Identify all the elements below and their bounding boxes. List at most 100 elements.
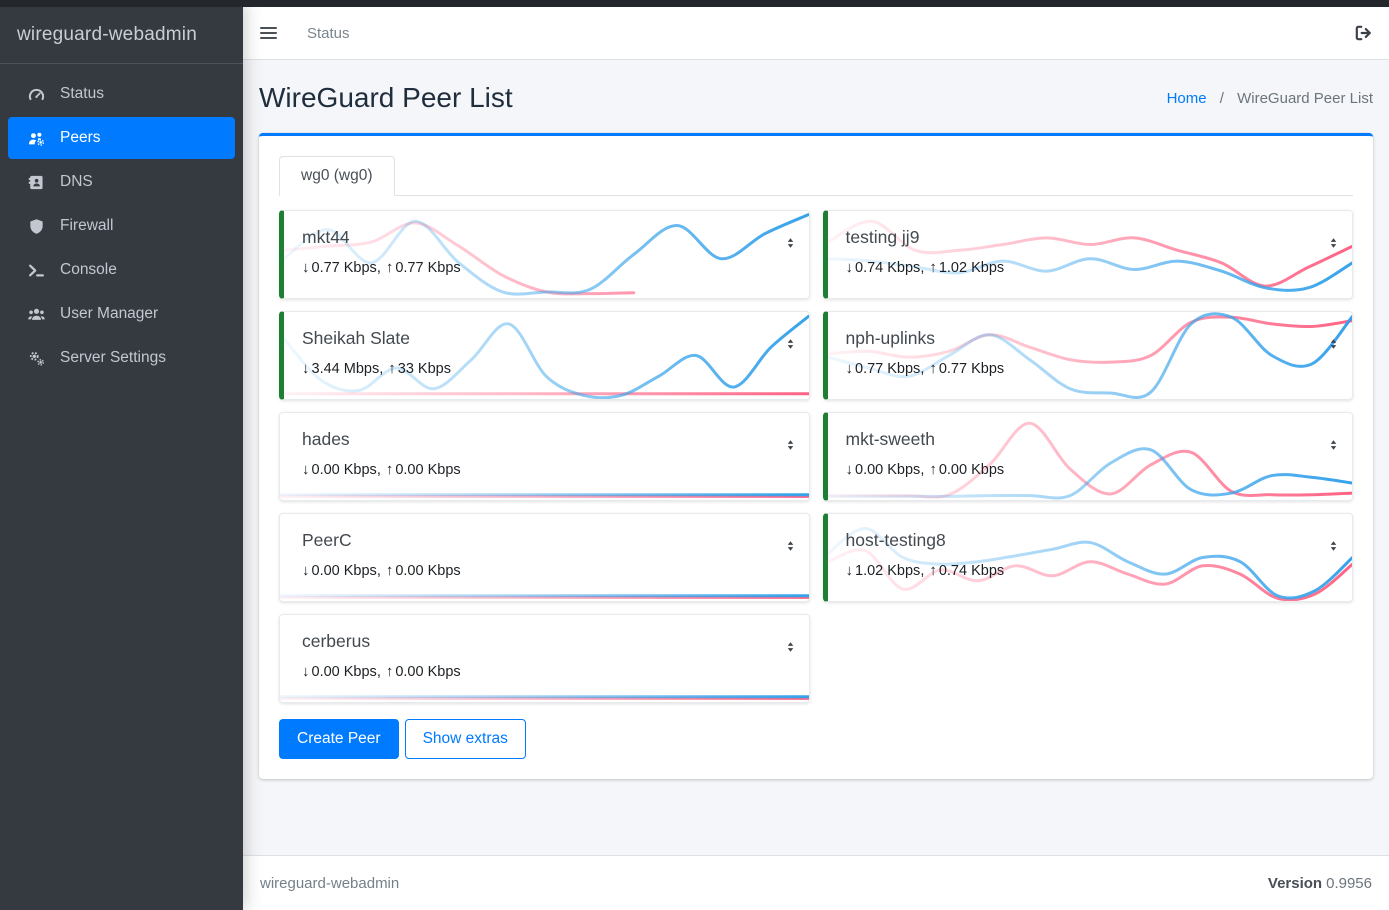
sidebar: wireguard-webadmin Status Peers DNS Fire…: [0, 0, 243, 910]
actions-row: Create Peer Show extras: [279, 719, 1353, 759]
sidebar-menu: Status Peers DNS Firewall Console User M…: [0, 64, 243, 390]
sort-icon[interactable]: [1327, 337, 1340, 351]
upload-arrow-icon: ↑: [929, 360, 937, 377]
main-area: Status WireGuard Peer List Home / WireGu…: [243, 7, 1389, 910]
page-title: WireGuard Peer List: [259, 82, 513, 113]
upload-rate: 0.74 Kbps: [938, 563, 1005, 579]
logout-icon[interactable]: [1354, 24, 1372, 42]
menu-toggle-icon[interactable]: [260, 26, 277, 40]
breadcrumb-home-link[interactable]: Home: [1166, 89, 1207, 107]
sidebar-item-server-settings[interactable]: Server Settings: [8, 337, 235, 379]
sidebar-item-firewall[interactable]: Firewall: [8, 205, 235, 247]
download-rate: 0.74 Kbps: [855, 260, 921, 276]
peer-name: mkt-sweeth: [845, 429, 935, 449]
traffic-sparkline: [828, 514, 1353, 601]
sort-icon[interactable]: [784, 236, 797, 250]
stats-separator: ,: [920, 563, 925, 579]
peer-traffic-stats: ↓ 0.00 Kbps, ↑ 0.00 Kbps: [302, 461, 809, 478]
download-arrow-icon: ↓: [845, 360, 854, 377]
download-arrow-icon: ↓: [302, 360, 310, 377]
upload-arrow-icon: ↑: [929, 259, 937, 276]
peer-card-hades[interactable]: hades ↓ 0.00 Kbps, ↑ 0.00 Kbps: [279, 412, 810, 501]
topbar: Status: [243, 7, 1389, 60]
brand-link[interactable]: wireguard-webadmin: [0, 7, 243, 64]
traffic-sparkline: [280, 514, 809, 601]
peer-card-sheikah-slate[interactable]: Sheikah Slate ↓ 3.44 Mbps, ↑ 33 Kbps: [279, 311, 810, 400]
peer-grid: mkt44 ↓ 0.77 Kbps, ↑ 0.77 Kbps testing jj9 …: [279, 210, 1353, 703]
stats-separator: ,: [376, 563, 381, 579]
peer-name: testing jj9: [845, 227, 920, 247]
upload-arrow-icon: ↑: [385, 461, 394, 478]
show-extras-button[interactable]: Show extras: [404, 719, 526, 759]
sidebar-item-peers[interactable]: Peers: [8, 117, 235, 159]
upload-arrow-icon: ↑: [385, 259, 394, 276]
traffic-sparkline: [280, 615, 809, 702]
sidebar-item-user-manager[interactable]: User Manager: [8, 293, 235, 335]
breadcrumb-separator: /: [1219, 89, 1224, 107]
upload-rate: 0.00 Kbps: [395, 462, 461, 478]
download-rate: 0.00 Kbps: [311, 462, 377, 478]
sort-icon[interactable]: [784, 539, 797, 553]
peer-name: nph-uplinks: [845, 328, 936, 348]
sort-icon[interactable]: [1327, 236, 1340, 250]
stats-separator: ,: [920, 462, 925, 478]
peer-card-mkt44[interactable]: mkt44 ↓ 0.77 Kbps, ↑ 0.77 Kbps: [279, 210, 810, 299]
create-peer-button[interactable]: Create Peer: [279, 719, 399, 759]
sort-icon[interactable]: [1327, 438, 1340, 452]
stats-separator: ,: [376, 462, 381, 478]
traffic-sparkline: [828, 312, 1353, 399]
peer-traffic-stats: ↓ 0.00 Kbps, ↑ 0.00 Kbps: [846, 461, 1353, 478]
peer-card-peerc[interactable]: PeerC ↓ 0.00 Kbps, ↑ 0.00 Kbps: [279, 513, 810, 602]
users-gear-icon: [26, 130, 47, 147]
breadcrumb-current: WireGuard Peer List: [1237, 89, 1373, 107]
tab-wg0[interactable]: wg0 (wg0): [279, 156, 395, 196]
download-rate: 0.00 Kbps: [311, 664, 377, 680]
peer-traffic-stats: ↓ 0.00 Kbps, ↑ 0.00 Kbps: [302, 663, 809, 680]
peer-traffic-stats: ↓ 0.74 Kbps, ↑ 1.02 Kbps: [846, 259, 1353, 276]
sort-icon[interactable]: [784, 438, 797, 452]
peer-traffic-stats: ↓ 0.77 Kbps, ↑ 0.77 Kbps: [846, 360, 1353, 377]
peer-name: cerberus: [302, 631, 371, 651]
upload-rate: 0.77 Kbps: [395, 260, 461, 276]
topbar-status-link[interactable]: Status: [307, 24, 350, 42]
upload-rate: 1.02 Kbps: [938, 260, 1005, 276]
sort-icon[interactable]: [1327, 539, 1340, 553]
sidebar-item-dns[interactable]: DNS: [8, 161, 235, 203]
footer-version-value: 0.9956: [1326, 874, 1372, 892]
traffic-sparkline: [284, 312, 809, 399]
download-rate: 3.44 Mbps: [311, 361, 380, 377]
peer-card-mkt-sweeth[interactable]: mkt-sweeth ↓ 0.00 Kbps, ↑ 0.00 Kbps: [822, 412, 1353, 501]
shield-icon: [26, 218, 47, 235]
peer-name: host-testing8: [845, 530, 946, 550]
peer-name: hades: [302, 429, 350, 449]
download-arrow-icon: ↓: [302, 663, 310, 680]
peer-card-cerberus[interactable]: cerberus ↓ 0.00 Kbps, ↑ 0.00 Kbps: [279, 614, 810, 703]
peer-card-testing-jj9[interactable]: testing jj9 ↓ 0.74 Kbps, ↑ 1.02 Kbps: [822, 210, 1353, 299]
sidebar-item-console[interactable]: Console: [8, 249, 235, 291]
stats-separator: ,: [379, 361, 384, 377]
peer-name: mkt44: [302, 227, 350, 247]
sort-icon[interactable]: [784, 337, 797, 351]
download-arrow-icon: ↓: [302, 461, 310, 478]
traffic-sparkline: [280, 413, 809, 500]
address-book-icon: [26, 174, 47, 191]
upload-rate: 0.00 Kbps: [938, 462, 1005, 478]
peer-name: PeerC: [302, 530, 352, 550]
sort-icon[interactable]: [784, 640, 797, 654]
peer-card-host-testing8[interactable]: host-testing8 ↓ 1.02 Kbps, ↑ 0.74 Kbps: [822, 513, 1353, 602]
download-arrow-icon: ↓: [845, 562, 854, 579]
upload-rate: 0.00 Kbps: [395, 664, 461, 680]
interface-tabs: wg0 (wg0): [279, 156, 1353, 196]
upload-arrow-icon: ↑: [385, 562, 394, 579]
sidebar-item-status[interactable]: Status: [8, 73, 235, 115]
traffic-sparkline: [284, 211, 809, 298]
stats-separator: ,: [920, 361, 925, 377]
peer-card-nph-uplinks[interactable]: nph-uplinks ↓ 0.77 Kbps, ↑ 0.77 Kbps: [822, 311, 1353, 400]
download-rate: 0.00 Kbps: [311, 563, 377, 579]
footer-version-label: Version: [1267, 874, 1323, 892]
download-rate: 0.77 Kbps: [311, 260, 377, 276]
tachometer-icon: [26, 86, 47, 103]
upload-rate: 0.00 Kbps: [395, 563, 461, 579]
traffic-sparkline: [828, 413, 1353, 500]
upload-arrow-icon: ↑: [929, 461, 937, 478]
